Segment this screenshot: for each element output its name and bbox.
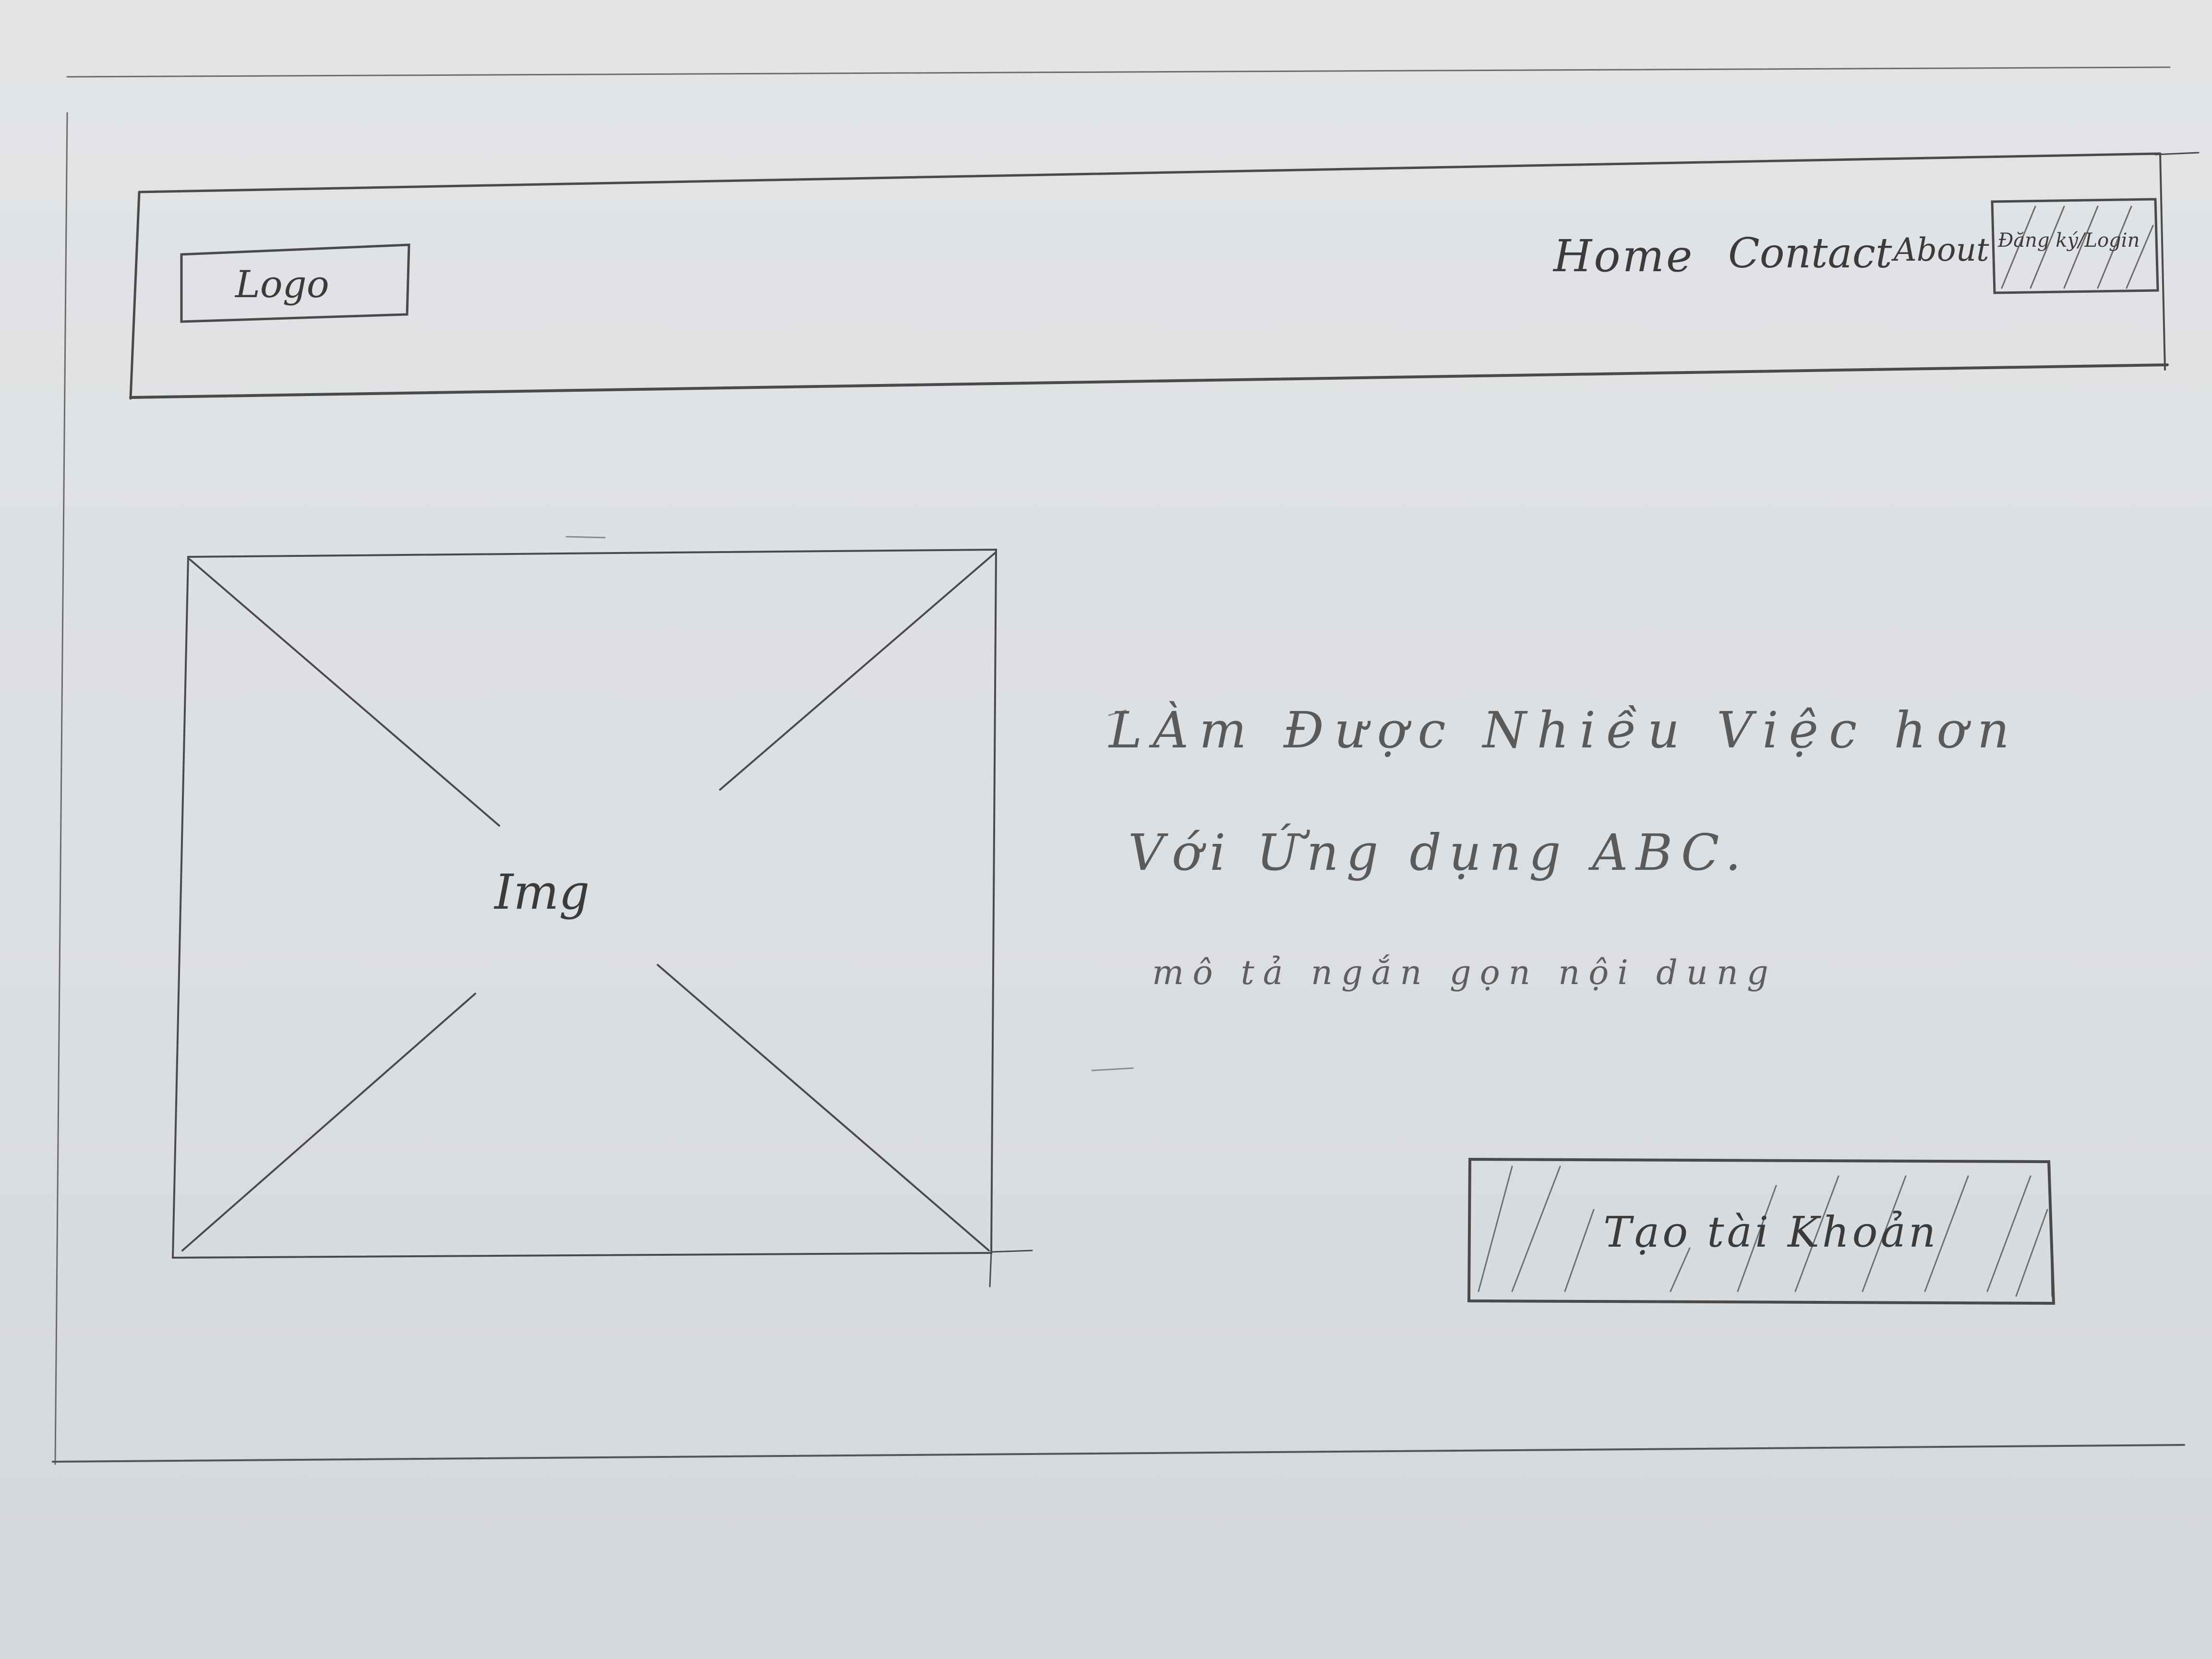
- hero-headline-line1: LÀm Được Nhiều Việc hơn: [1109, 701, 2020, 759]
- nav-link-about[interactable]: About: [1894, 231, 1989, 268]
- logo[interactable]: Logo: [235, 263, 329, 306]
- hero-image-placeholder: Img: [494, 864, 590, 920]
- nav-link-contact[interactable]: Contact: [1728, 229, 1892, 277]
- nav-link-home[interactable]: Home: [1553, 230, 1695, 282]
- hero-headline-line2: Với Ứng dụng ABC.: [1128, 823, 1749, 882]
- signup-login-button[interactable]: Đăng ký/Login: [1998, 229, 2140, 252]
- create-account-button[interactable]: Tạo tài Khoản: [1603, 1207, 1939, 1257]
- hero-description: mô tả ngắn gọn nội dung: [1152, 953, 1777, 992]
